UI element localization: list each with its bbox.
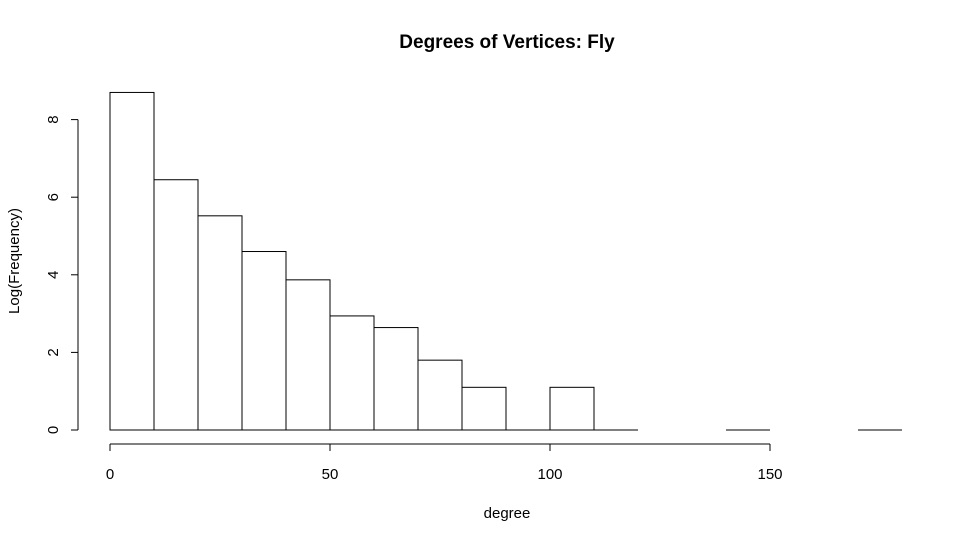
histogram-bar [417, 359, 463, 431]
x-tick-label: 0 [106, 466, 114, 483]
histogram-bar [329, 315, 375, 431]
histogram-bar [153, 179, 199, 431]
x-tick-label: 150 [757, 466, 782, 483]
histogram-bar [109, 91, 155, 431]
histogram-bar [461, 386, 507, 431]
chart-title: Degrees of Vertices: Fly [399, 32, 615, 53]
histogram-bar [549, 386, 595, 431]
histogram-bar [197, 215, 243, 431]
histogram-bar [373, 327, 419, 431]
y-axis-label: Log(Frequency) [6, 208, 23, 314]
histogram-bar [285, 279, 331, 431]
x-tick-label: 100 [537, 466, 562, 483]
histogram-bar [241, 251, 287, 431]
y-tick-label: 0 [45, 426, 62, 434]
y-axis: 0 2 4 6 8 [45, 115, 79, 434]
y-tick-label: 4 [45, 271, 62, 279]
bars-group [109, 91, 902, 431]
y-tick-label: 8 [45, 115, 62, 123]
x-axis-label: degree [484, 505, 531, 522]
x-axis: 0 50 100 150 [106, 443, 783, 483]
x-tick-label: 50 [322, 466, 339, 483]
y-tick-label: 6 [45, 193, 62, 201]
y-tick-label: 2 [45, 348, 62, 356]
